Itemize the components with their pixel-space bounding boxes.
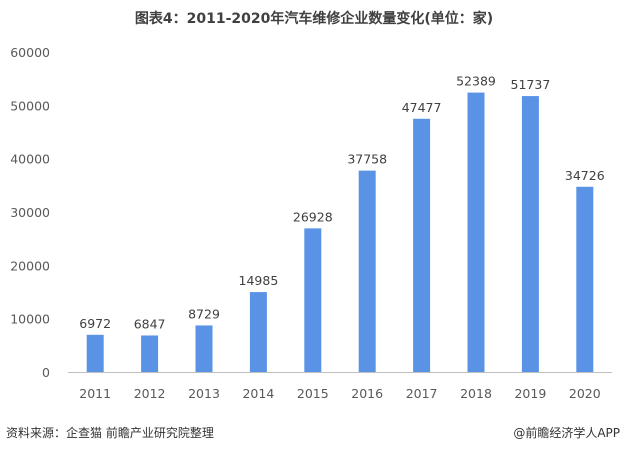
x-axis: 2011 2012 2013 2014 2015 2016 2017 2018 2019 2020	[68, 372, 612, 401]
x-tick-label: 2018	[460, 386, 492, 401]
source-note: 资料来源：企查猫 前瞻产业研究院整理	[6, 426, 214, 440]
bar	[141, 335, 159, 372]
data-label: 14985	[239, 273, 279, 288]
x-tick-label: 2013	[188, 386, 220, 401]
x-tick-label: 2014	[242, 386, 274, 401]
x-tick-label: 2011	[79, 386, 111, 401]
bar	[195, 325, 213, 372]
y-tick-label: 20000	[10, 258, 50, 273]
data-label: 47477	[402, 100, 442, 115]
data-label: 26928	[293, 209, 333, 224]
x-tick-label: 2020	[569, 386, 601, 401]
x-tick-label: 2012	[134, 386, 166, 401]
bar	[358, 170, 376, 372]
y-tick-label: 30000	[10, 205, 50, 220]
bar	[249, 292, 267, 372]
y-axis: 0 10000 20000 30000 40000 50000 60000	[10, 45, 50, 380]
y-tick-label: 60000	[10, 45, 50, 60]
y-tick-label: 10000	[10, 312, 50, 327]
chart-title: 图表4：2011-2020年汽车维修企业数量变化(单位：家)	[134, 11, 494, 27]
data-label: 37758	[347, 152, 387, 167]
data-label: 8729	[188, 306, 220, 321]
data-label: 51737	[511, 77, 551, 92]
bar	[413, 118, 431, 372]
x-tick-label: 2015	[297, 386, 329, 401]
y-tick-label: 40000	[10, 152, 50, 167]
data-label: 6847	[134, 316, 166, 331]
x-tick-label: 2019	[514, 386, 546, 401]
bar	[86, 334, 104, 372]
data-label: 6972	[79, 316, 111, 331]
bars: 6972 6847 8729 14985 26928 37758 47477 52389 517…	[79, 74, 605, 372]
brand-credit: @前瞻经济学人APP	[513, 426, 620, 440]
bar	[521, 96, 539, 372]
bar	[467, 92, 485, 372]
y-tick-label: 0	[42, 365, 50, 380]
x-tick-label: 2016	[351, 386, 383, 401]
data-label: 34726	[565, 168, 605, 183]
y-tick-label: 50000	[10, 98, 50, 113]
bar	[576, 186, 594, 372]
data-label: 52389	[456, 74, 496, 89]
bar	[304, 228, 322, 372]
x-tick-label: 2017	[406, 386, 438, 401]
